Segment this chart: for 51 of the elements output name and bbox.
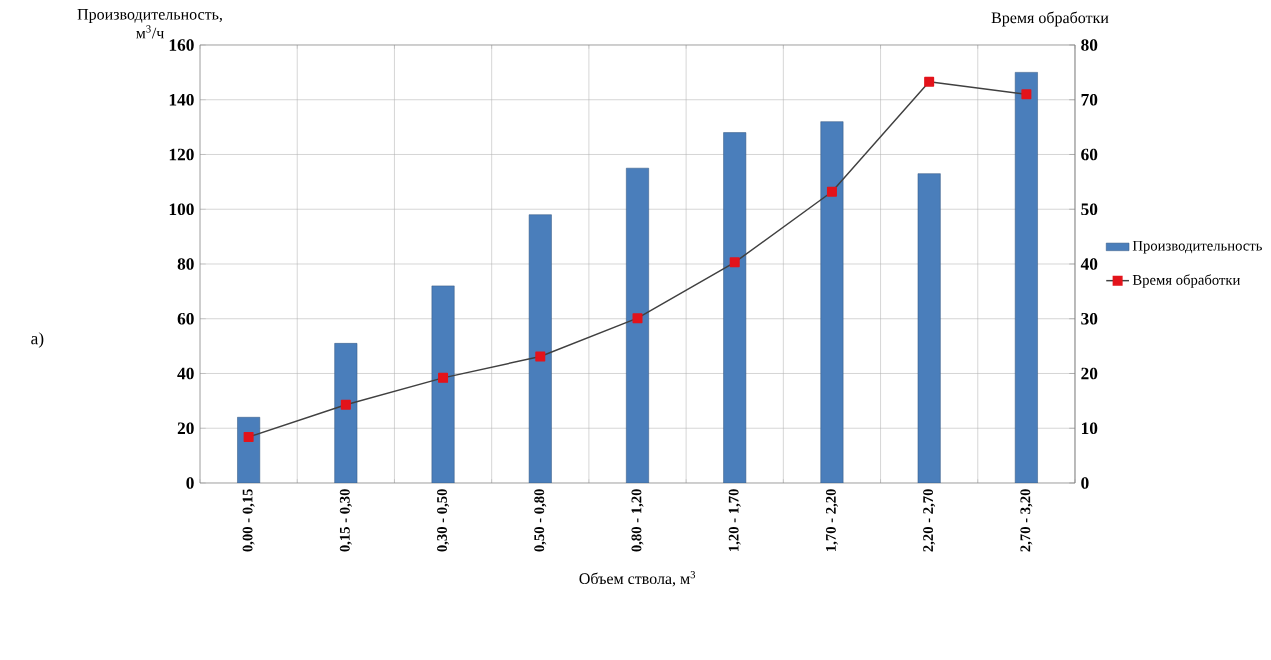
x-tick-label: 1,20 - 1,70 [728,489,741,551]
point [1021,89,1032,100]
y2-tick-label: 10 [1081,422,1098,435]
x-tick-label: 0,50 - 0,80 [534,489,547,552]
y-axis-title: Производительность, м$^{3}$/ч [77,9,222,39]
y2-tick-label: 70 [1081,93,1098,106]
point [729,257,740,268]
x-tick-label: 0,80 - 1,20 [631,489,644,552]
y-tick-label: 160 [169,39,194,51]
bar [334,343,358,483]
y2-tick-label: 50 [1081,203,1098,216]
y2-tick-label: 20 [1081,367,1098,380]
bar [528,214,552,483]
point [826,186,837,197]
legend-label: Производительность [1132,240,1262,254]
text: а) [31,332,44,348]
bar [431,285,455,483]
bar [723,132,747,483]
y2-axis-title: Время обработки [991,11,1109,27]
legend-label: Время обработки [1132,274,1241,288]
y-tick-label: 140 [169,93,194,106]
bar [626,167,649,483]
point [243,431,254,442]
y2-tick-label: 40 [1080,258,1098,270]
y2-tick-label: 30 [1081,312,1098,325]
y-tick-label: 120 [169,148,194,161]
point [438,372,449,383]
y-tick-label: 80 [177,258,194,270]
bar [237,417,261,483]
y-tick-label: 100 [169,203,194,216]
y2-tick-label: 0 [1081,477,1089,489]
y2-tick-label: 60 [1081,148,1098,161]
point [632,313,643,324]
x-tick-label: 2,20 - 2,70 [923,489,936,552]
y-tick-label: 60 [177,312,194,325]
point [924,76,935,87]
point [340,399,351,410]
y2-tick-label: 80 [1081,39,1098,51]
y-tick-label: 0 [186,477,194,489]
x-tick-label: 1,70 - 2,20 [825,489,838,551]
x-axis-title: Объем ствола, м$^{3}$ [579,571,696,587]
x-tick-label: 0,15 - 0,30 [339,489,352,552]
y-tick-label: 20 [177,422,194,435]
x-tick-label: 0,00 - 0,15 [242,489,255,552]
bar [917,173,941,483]
bar [1014,72,1038,483]
point [535,351,546,362]
bar [820,121,844,483]
y-tick-label: 40 [177,367,194,380]
x-tick-label: 2,70 - 3,20 [1020,489,1033,552]
x-tick-label: 0,30 - 0,50 [437,489,450,552]
